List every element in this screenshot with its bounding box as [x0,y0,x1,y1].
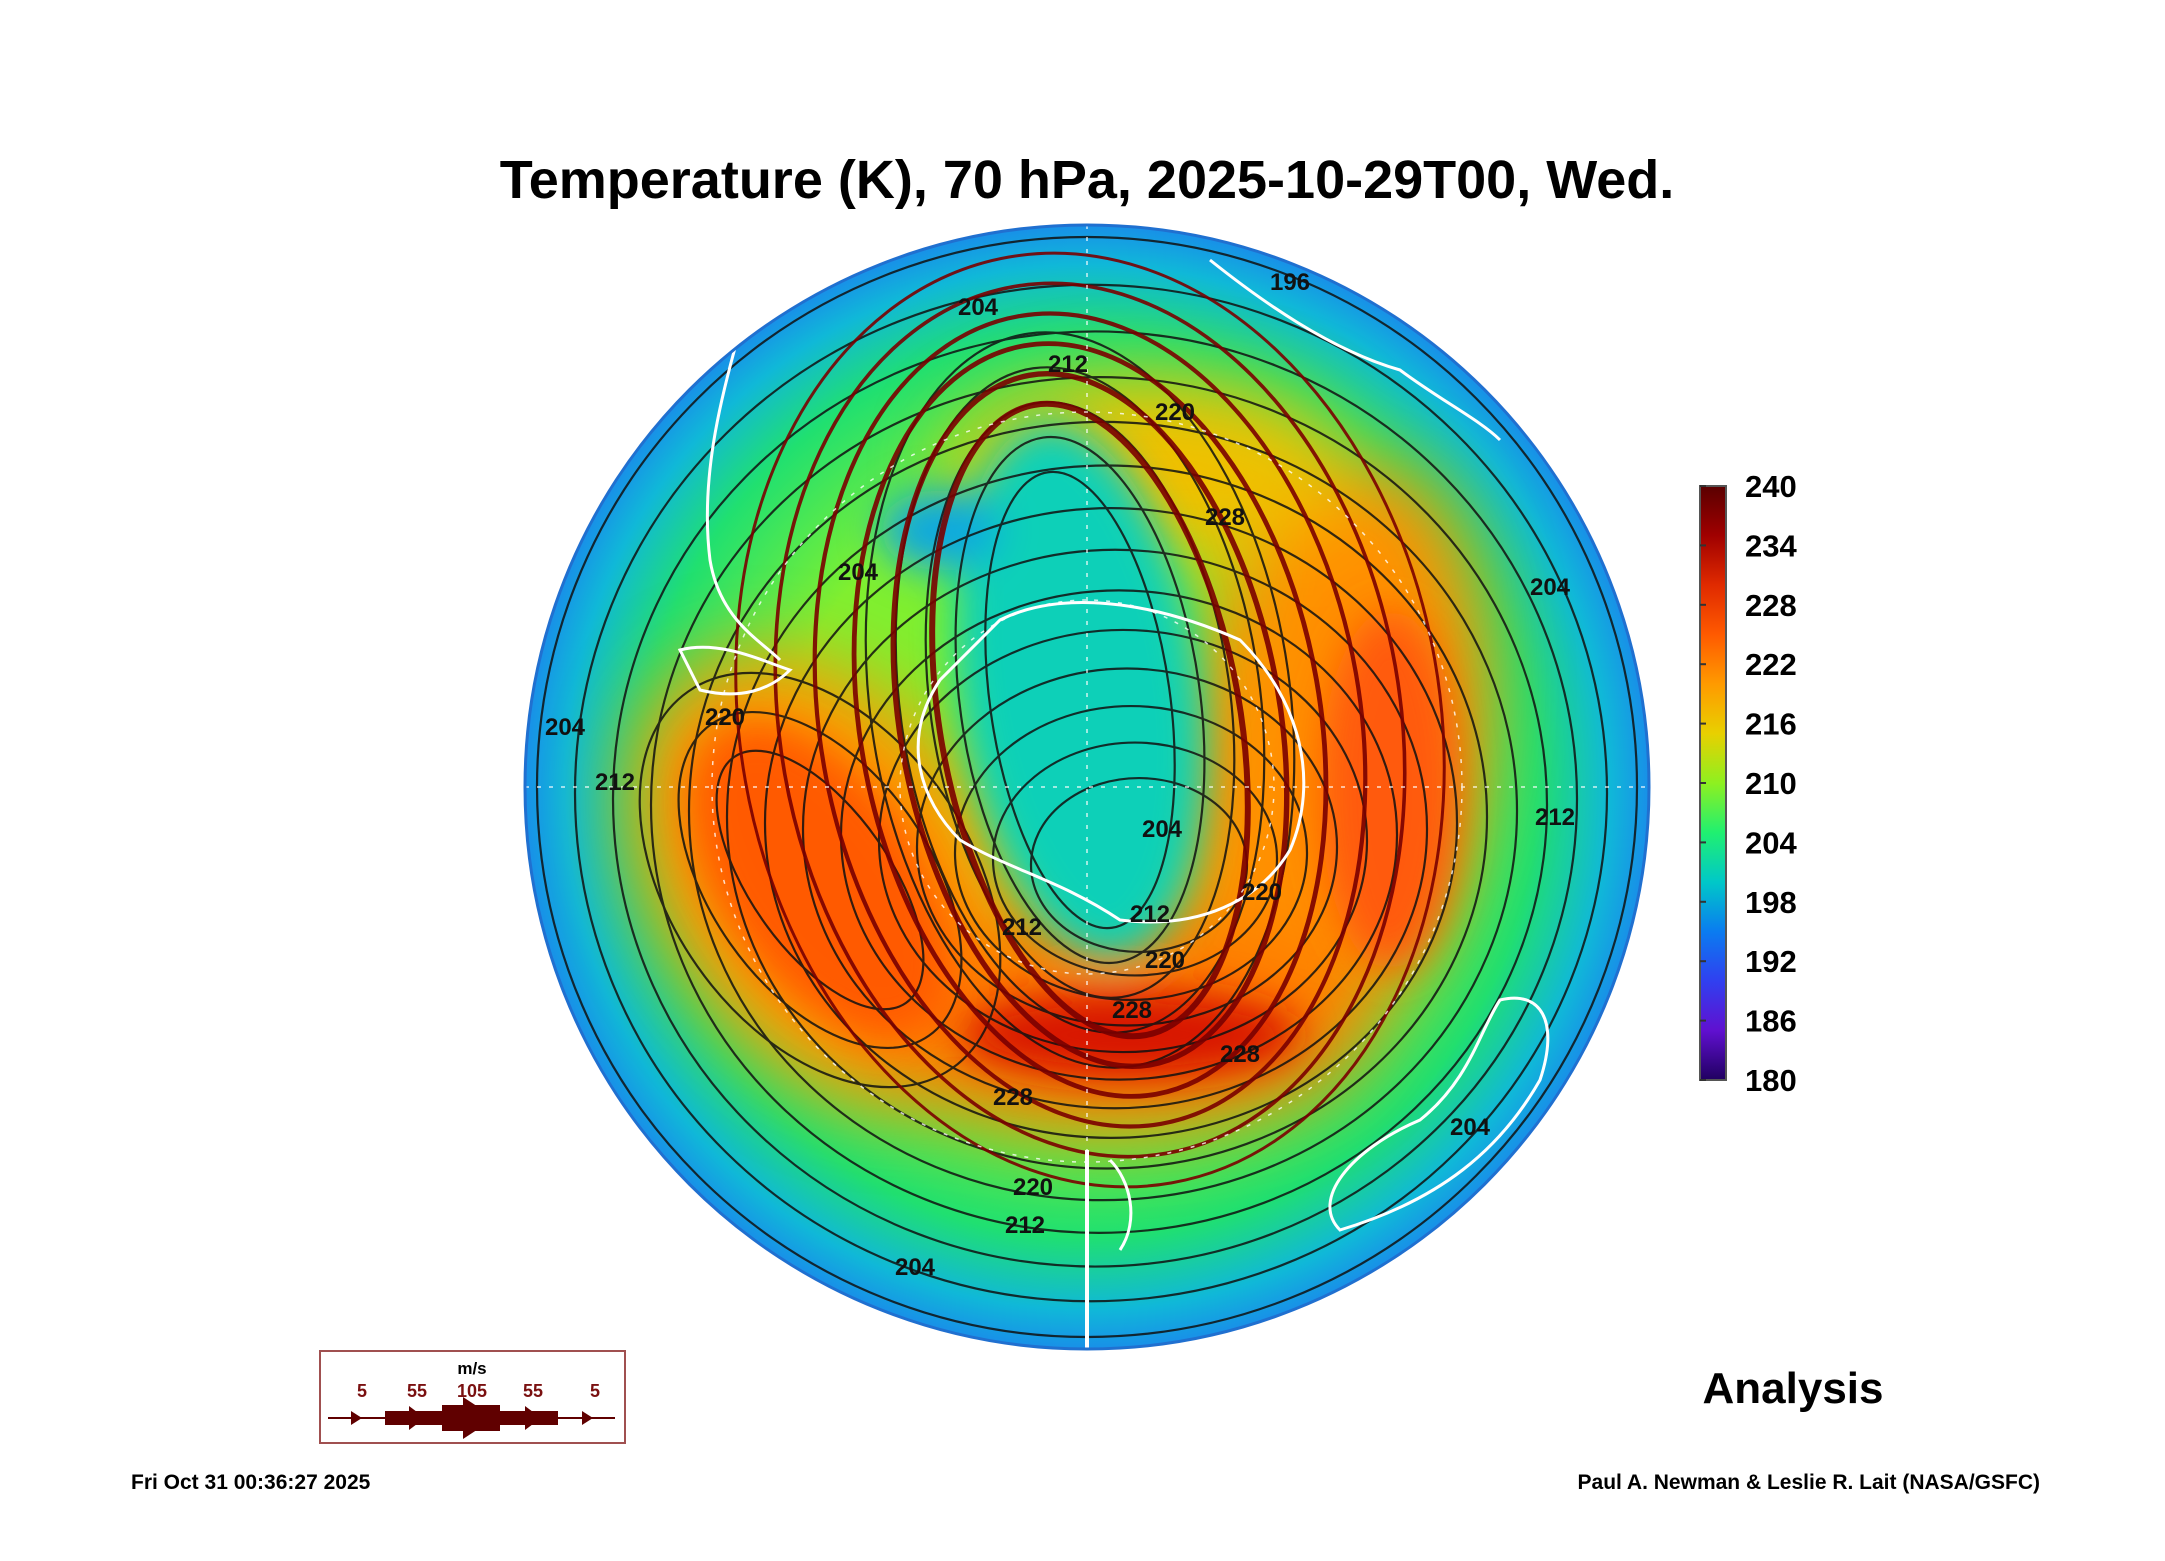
wind-legend-speed-label: 5 [590,1381,600,1401]
contour-label: 204 [1142,816,1183,843]
wind-legend-speed-label: 55 [407,1381,427,1401]
temperature-contour [991,741,1279,977]
hot-core-right [1320,610,1460,970]
colorbar-tick-label: 186 [1745,1004,1797,1039]
contour-label: 228 [1220,1041,1260,1068]
contour-label: 220 [705,704,745,731]
colorbar-tick-label: 192 [1745,944,1797,979]
wind-legend-speed-label: 55 [523,1381,543,1401]
temperature-contour [953,704,1309,1002]
contour-label: 228 [1205,504,1245,531]
contour-label-group: 204 212 196 220 228 204 204 204 212 212 220 228 204 2… [545,269,1575,1281]
contour-label: 204 [895,1254,936,1281]
footer-credit: Paul A. Newman & Leslie R. Lait (NASA/GS… [1578,1471,2040,1494]
polar-map: 204 212 196 220 228 204 204 204 212 212 220 228 204 2… [525,225,1649,1349]
colorbar-tick-label: 228 [1745,588,1797,623]
colorbar-tick-label: 240 [1745,469,1797,504]
colorbar-tick-label: 210 [1745,766,1797,801]
contour-label: 212 [1002,914,1042,941]
wind-streamlines [734,251,1446,1189]
colorbar-tick-label: 216 [1745,707,1797,742]
wind-legend-units: m/s [457,1359,486,1378]
contour-label: 204 [1530,574,1571,601]
wind-legend-speed-label: 105 [457,1381,487,1401]
contour-label: 212 [595,769,635,796]
temperature-contour [638,671,1002,1089]
contour-label: 196 [1270,269,1310,296]
colorbar-tick-label: 222 [1745,647,1797,682]
colorbar-tick-label: 198 [1745,885,1797,920]
wind-arrow-105 [463,1397,495,1439]
contour-label: 220 [1013,1174,1053,1201]
contour-label: 204 [1450,1114,1491,1141]
colorbar-tick-label: 204 [1745,825,1797,860]
coastlines [677,258,1550,1251]
wind-arrow-55-left [409,1406,425,1430]
contour-label: 204 [958,294,999,321]
colorbar: 240 234 228 222 216 210 204 198 192 186 180 [1699,469,1797,1098]
wind-arrow-5-left [351,1411,362,1425]
contour-label: 220 [1155,399,1195,426]
contour-label: 220 [1145,947,1185,974]
contour-label: 204 [545,714,586,741]
globe-edge [523,223,1651,1351]
temperature-contour [915,667,1339,1027]
contour-label: 212 [1048,351,1088,378]
wind-streamline [812,311,1368,1129]
wind-legend: m/s 5 55 105 55 5 [319,1350,626,1444]
wind-streamline [734,251,1446,1189]
contour-label: 220 [1242,879,1282,906]
wind-legend-speed-label: 5 [357,1381,367,1401]
hot-core-left [688,721,952,1039]
temperature-contour [611,330,1579,1268]
analysis-label: Analysis [1703,1364,1884,1413]
temperature-contour [801,548,1429,1110]
colorbar-tick-label: 180 [1745,1063,1797,1098]
contour-label: 228 [993,1084,1033,1111]
footer-timestamp: Fri Oct 31 00:36:27 2025 [131,1471,371,1494]
contour-lines [535,235,1639,1339]
chart-title: Temperature (K), 70 hPa, 2025-10-29T00, … [500,150,1674,210]
temperature-contour [894,366,1266,1034]
contour-label: 212 [1130,901,1170,928]
contour-label: 204 [838,559,879,586]
contour-label: 212 [1535,804,1575,831]
contour-label: 228 [1112,997,1152,1024]
temperature-contour [715,749,925,1011]
wind-streamline [773,281,1407,1159]
temperature-contour [677,710,963,1050]
wind-streamline [929,400,1251,1040]
temperature-contour [984,470,1176,930]
wind-arrow-5-right [582,1411,593,1425]
temperature-contour [763,507,1459,1139]
contour-label: 212 [1005,1212,1045,1239]
temperature-contour [649,376,1549,1234]
wind-streamline [851,341,1329,1099]
wind-arrow-55-right [525,1406,541,1430]
temperature-contour [954,435,1206,965]
temperature-contour [573,283,1609,1303]
colorbar-tick-label: 234 [1745,528,1797,563]
temperature-contour [725,464,1489,1170]
